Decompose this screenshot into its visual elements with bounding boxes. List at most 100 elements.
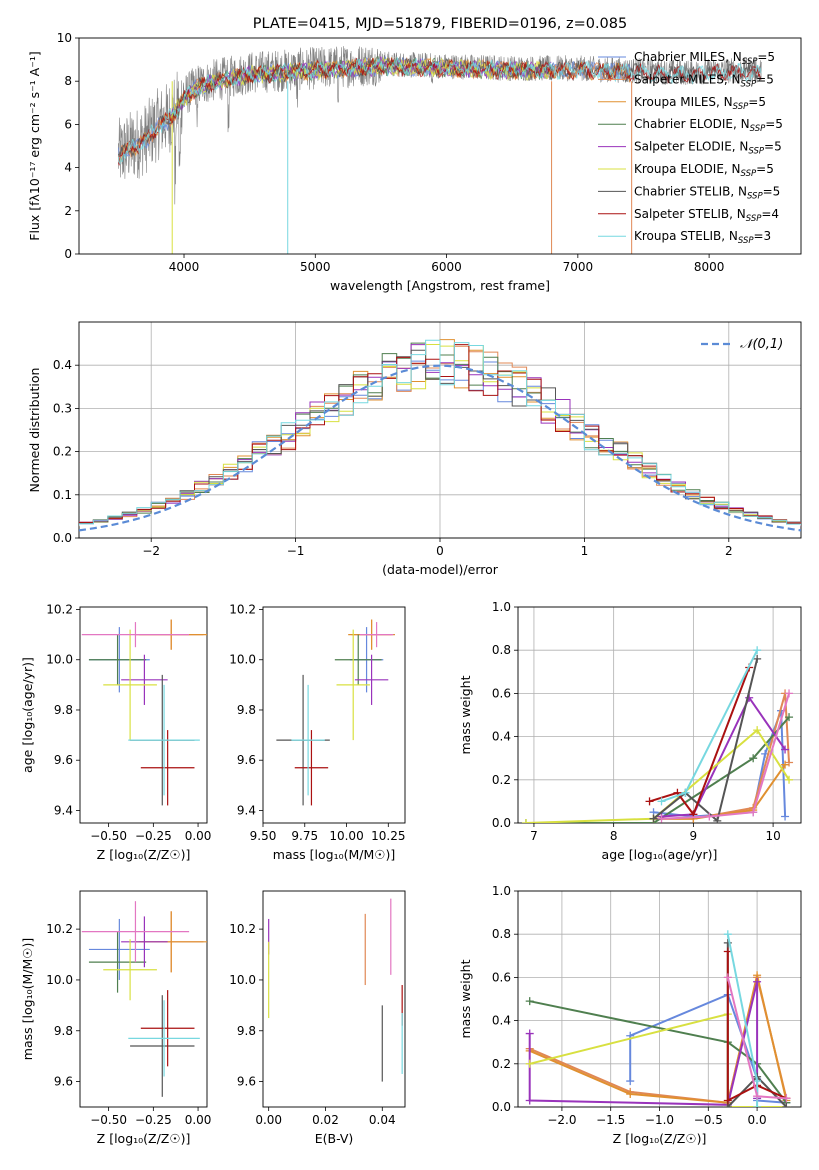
legend-sub: SSP (746, 214, 762, 224)
weight-marker (781, 745, 790, 754)
age_vs_mass-plot-area (276, 619, 395, 806)
weight-marker (649, 814, 658, 823)
legend-name: Chabrier STELIB, N (634, 184, 747, 198)
age_vs_mass-panel: 9.50 9.75 10.00 10.25 9.4 9.6 9.8 10.0 10.2 mass … (229, 603, 405, 862)
weight-marker (525, 997, 534, 1006)
legend-name: Chabrier ELODIE, N (634, 117, 750, 131)
spectrum-panel: 4000 5000 6000 7000 8000 0 2 4 6 8 10 PLATE=0415, M… (27, 16, 802, 293)
y-axis-label: mass [log₁₀(M/M☉)] (20, 938, 35, 1060)
axes-frame (79, 606, 208, 824)
y-tick-label: 4 (64, 161, 72, 175)
y-tick-label: 0.0 (53, 531, 72, 545)
weight-marker (681, 788, 690, 797)
data-point (88, 931, 147, 993)
data-point (140, 990, 195, 1067)
legend-eq: =5 (764, 140, 782, 154)
y-axis-label: mass weight (458, 959, 473, 1038)
weight-series-line (526, 716, 790, 823)
legend-entry: 𝒩(0,1) (740, 337, 783, 352)
legend-entry: Kroupa MILES, NSSP=5 (634, 95, 766, 112)
legend-name: Salpeter ELODIE, N (634, 140, 748, 154)
weight-marker (713, 816, 722, 823)
weight_vs_age-panel: 7 8 9 10 0.0 0.2 0.4 0.6 0.8 1.0 age [log₁₀(age/yr… (458, 600, 802, 862)
x-tick-label: 2 (725, 544, 733, 558)
y-tick-label: 0.1 (53, 488, 72, 502)
weight-series-line (529, 1012, 787, 1107)
weight-marker (749, 808, 758, 817)
x-axis-label: (data-model)/error (382, 562, 499, 577)
spectrum-plot-area (118, 46, 762, 254)
y-tick-label: 10.0 (46, 973, 73, 987)
weight-marker (723, 1096, 732, 1105)
data-point (103, 939, 157, 1001)
y-tick-label: 0.2 (492, 773, 511, 787)
y-tick-label: 0.8 (492, 643, 511, 657)
weight-marker (753, 654, 762, 663)
y-tick-label: 0.4 (492, 1014, 511, 1028)
weight-series-line (525, 728, 790, 823)
x-axis-label: Z [log₁₀(Z/Z☉)] (97, 1131, 191, 1146)
mass_vs_Z-plot-area (81, 901, 207, 1097)
histogram-step (79, 339, 801, 526)
weight-marker (785, 689, 794, 698)
residuals-plot-area (79, 339, 801, 532)
y-tick-label: 0.4 (53, 358, 72, 372)
y-tick-label: 10.2 (229, 603, 256, 617)
weight-marker (753, 726, 762, 735)
weight-marker (781, 760, 790, 769)
weight-marker (749, 754, 758, 763)
y-tick-label: 0.8 (492, 927, 511, 941)
weight-series-line (726, 951, 787, 1103)
y-tick-label: 9.4 (54, 803, 73, 817)
x-tick-label: −1.0 (645, 1113, 674, 1127)
y-axis-label: age [log₁₀(age/yr)] (20, 657, 35, 773)
axes-frame (79, 890, 208, 1108)
legend-eq: =5 (763, 184, 781, 198)
weight-marker (645, 797, 654, 806)
y-tick-label: 10.0 (229, 653, 256, 667)
data-point (121, 916, 168, 968)
y-tick-label: 9.8 (237, 703, 256, 717)
x-tick-label: −0.5 (694, 1113, 723, 1127)
legend-entry: Salpeter MILES, NSSP=5 (634, 72, 774, 89)
x-tick-label: 10 (765, 829, 780, 843)
legend-entry: Salpeter ELODIE, NSSP=5 (634, 140, 782, 157)
weight-series-line (661, 649, 759, 803)
data-point (128, 684, 200, 796)
legend-sub: SSP (742, 57, 758, 67)
x-axis-label: wavelength [Angstrom, rest frame] (330, 278, 550, 293)
y-tick-label: 9.8 (54, 1024, 73, 1038)
data-point (334, 634, 382, 685)
axes-frame (78, 37, 802, 255)
legend-entry: Chabrier ELODIE, NSSP=5 (634, 117, 783, 134)
data-point (294, 730, 329, 806)
legend-sub: SSP (750, 124, 766, 134)
x-tick-label: 1 (581, 544, 589, 558)
residuals-panel: −2 −1 0 1 2 0.0 0.1 0.2 0.3 0.4 (data-model)/error… (27, 321, 802, 577)
chart-title: PLATE=0415, MJD=51879, FIBERID=0196, z=0… (253, 16, 627, 32)
y-tick-label: 0.4 (492, 730, 511, 744)
legend-sub: SSP (738, 236, 754, 246)
model-spectrum-line (118, 57, 762, 165)
legend-sub: SSP (748, 147, 764, 157)
data-point (81, 901, 190, 963)
x-tick-label: 0.0 (748, 1113, 767, 1127)
legend-eq: =4 (761, 207, 779, 221)
axes-frame (262, 890, 406, 1108)
weight-series-line (652, 658, 759, 823)
y-tick-label: 10.0 (46, 653, 73, 667)
mass_vs_Z-panel: −0.50 −0.25 0.00 9.6 9.8 10.0 10.2 Z [log₁₀(Z/Z… (20, 890, 211, 1146)
x-tick-label: 9 (690, 829, 698, 843)
x-tick-label: −0.25 (135, 1113, 172, 1127)
y-tick-label: 9.6 (54, 753, 73, 767)
weight-marker (657, 797, 666, 806)
weight-marker (753, 977, 762, 986)
weight-marker (753, 1103, 762, 1107)
data-point (88, 918, 150, 980)
legend-name: Salpeter MILES, N (634, 72, 741, 86)
weight-marker (657, 814, 666, 823)
axes-frame (262, 606, 406, 824)
legend-name: Kroupa ELODIE, N (634, 162, 741, 176)
normal-curve (79, 364, 801, 532)
